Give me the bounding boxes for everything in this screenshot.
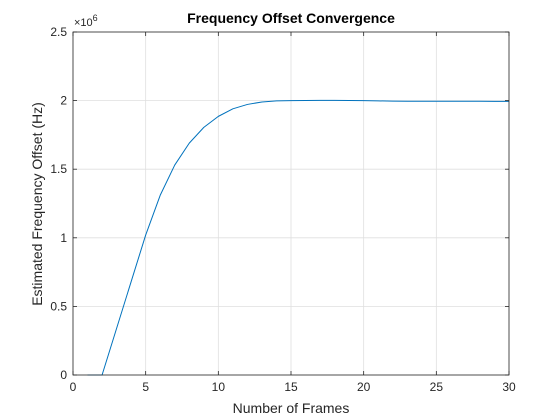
x-tick-label: 5 (142, 380, 149, 394)
series-line (87, 99, 509, 376)
x-tick-label: 10 (212, 380, 226, 394)
y-tick-label: 0 (60, 368, 67, 382)
x-tick-label: 15 (284, 380, 298, 394)
x-tick-label: 20 (357, 380, 371, 394)
tick-marks (72, 31, 510, 376)
x-tick-label: 30 (502, 380, 516, 394)
x-axis-label: Number of Frames (233, 400, 350, 416)
y-tick-label: 1.5 (50, 162, 67, 176)
y-tick-label: 2.5 (50, 25, 67, 39)
y-exponent-power: 6 (93, 13, 98, 23)
x-tick-label: 25 (430, 380, 444, 394)
x-tick-labels: 0 5 10 15 20 25 30 (70, 380, 516, 394)
chart-title: Frequency Offset Convergence (187, 10, 395, 26)
y-axis-label: Estimated Frequency Offset (Hz) (29, 102, 45, 306)
y-tick-label: 0.5 (50, 299, 67, 313)
y-exponent-label: ×106 (74, 13, 98, 29)
x-tick-label: 0 (70, 380, 77, 394)
y-tick-label: 2 (60, 94, 67, 108)
y-tick-label: 1 (60, 231, 67, 245)
series-layer (87, 99, 509, 376)
y-tick-labels: 0 0.5 1 1.5 2 2.5 (50, 25, 67, 382)
y-exponent-base: ×10 (74, 17, 93, 29)
